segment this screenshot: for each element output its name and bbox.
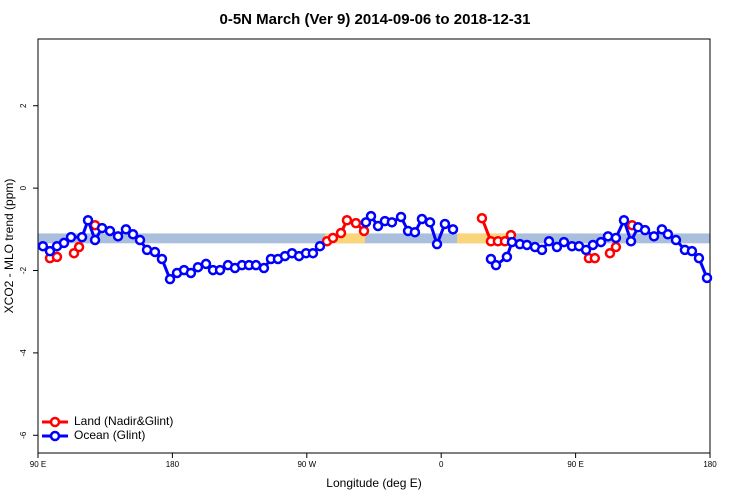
- data-point: [670, 234, 682, 246]
- data-point: [350, 217, 362, 229]
- y-tick-label: -2: [19, 266, 28, 274]
- data-point: [490, 259, 502, 271]
- data-point: [65, 231, 77, 243]
- data-point: [447, 224, 459, 235]
- data-point: [476, 212, 488, 224]
- data-point: [73, 241, 85, 253]
- data-point: [409, 226, 421, 238]
- data-point: [424, 217, 436, 228]
- y-tick-label: -6: [19, 431, 28, 439]
- data-point: [662, 229, 674, 240]
- y-axis-label: XCO2 - MLO trend (ppm): [2, 179, 16, 314]
- data-point: [558, 236, 570, 248]
- reference-band: [38, 233, 710, 244]
- data-point: [134, 234, 146, 246]
- data-point: [335, 227, 347, 239]
- x-tick-label: 0: [439, 460, 444, 469]
- legend-marker: [49, 430, 61, 442]
- data-point: [200, 258, 212, 270]
- legend-label: Ocean (Glint): [74, 428, 145, 442]
- data-point: [431, 238, 443, 250]
- legend-label: Land (Nadir&Glint): [74, 414, 173, 428]
- y-tick-label: -4: [19, 349, 28, 357]
- data-point: [372, 220, 384, 232]
- data-point: [120, 224, 132, 235]
- land-span: [325, 233, 366, 244]
- data-point: [386, 217, 398, 228]
- data-point: [604, 247, 616, 259]
- data-point: [314, 240, 326, 252]
- data-point: [595, 236, 607, 248]
- data-point: [439, 218, 451, 230]
- data-point: [551, 241, 563, 253]
- data-point: [395, 211, 407, 223]
- data-point: [625, 236, 637, 247]
- data-point: [587, 239, 599, 251]
- data-point: [648, 231, 660, 242]
- data-point: [258, 262, 270, 274]
- data-point: [639, 224, 651, 236]
- data-point: [89, 234, 101, 246]
- data-point: [104, 225, 116, 237]
- data-point: [610, 241, 622, 253]
- data-point: [214, 264, 226, 276]
- data-point: [701, 272, 713, 284]
- legend-marker: [49, 416, 61, 428]
- data-point: [327, 232, 339, 244]
- data-point: [76, 231, 88, 243]
- data-point: [51, 251, 63, 263]
- data-point: [127, 229, 139, 240]
- data-point: [521, 239, 533, 251]
- data-point: [358, 225, 370, 237]
- y-tick-label: 0: [19, 185, 28, 190]
- data-point: [192, 261, 204, 273]
- data-point: [589, 252, 601, 264]
- x-tick-label: 180: [166, 460, 180, 469]
- data-point: [618, 215, 630, 226]
- y-tick-label: 2: [19, 103, 28, 108]
- x-axis-label: Longitude (deg E): [326, 476, 421, 490]
- x-tick-label: 90 E: [567, 460, 583, 469]
- data-point: [82, 215, 94, 226]
- data-point: [501, 251, 513, 263]
- x-tick-label: 90 W: [297, 460, 316, 469]
- data-point: [164, 273, 176, 285]
- data-point: [365, 210, 377, 222]
- plot-frame: [37, 38, 711, 454]
- data-point: [307, 247, 319, 259]
- data-point: [185, 267, 197, 279]
- data-point: [58, 237, 70, 249]
- data-point: [543, 236, 555, 247]
- data-point: [536, 244, 548, 256]
- data-point: [610, 232, 622, 244]
- data-point: [416, 213, 428, 225]
- chart-title: 0-5N March (Ver 9) 2014-09-06 to 2018-12…: [219, 11, 530, 28]
- data-point: [156, 253, 168, 265]
- land-span: [457, 233, 512, 244]
- data-point: [112, 231, 124, 242]
- data-point: [149, 246, 161, 258]
- data-point: [44, 245, 56, 257]
- data-point: [693, 252, 705, 264]
- data-point: [341, 215, 353, 226]
- x-tick-label: 90 E: [30, 460, 46, 469]
- data-point: [37, 240, 49, 252]
- data-point: [686, 245, 698, 257]
- data-point: [580, 244, 592, 256]
- x-tick-label: 180: [703, 460, 717, 469]
